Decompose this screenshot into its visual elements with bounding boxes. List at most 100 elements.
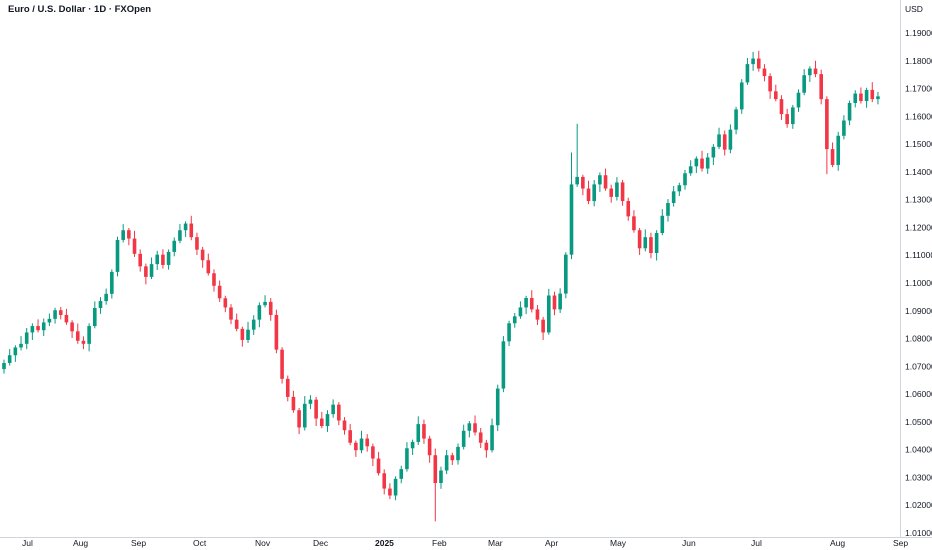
candle [382, 469, 387, 495]
candle [416, 416, 421, 445]
price-tick-label: 1.16000 [905, 111, 932, 121]
candle [98, 297, 103, 314]
candle [847, 100, 852, 126]
candle [620, 179, 625, 206]
candle [581, 174, 585, 196]
candle [161, 249, 165, 269]
candle [575, 123, 579, 187]
candle [257, 302, 262, 328]
candle [779, 95, 784, 120]
time-tick-label: Apr [545, 538, 558, 548]
candle [484, 439, 489, 458]
time-tick-label: 2025 [375, 538, 394, 548]
price-tick-label: 1.02000 [905, 500, 932, 510]
candle [853, 90, 858, 108]
candle [354, 440, 358, 457]
candle [632, 210, 636, 233]
candle [183, 221, 188, 237]
candle [388, 483, 392, 500]
price-tick-label: 1.01000 [905, 528, 932, 538]
candle [47, 313, 52, 327]
candle [217, 280, 222, 302]
candle [359, 430, 364, 454]
candle-series [2, 50, 880, 522]
candle [144, 263, 148, 285]
candle [756, 50, 761, 72]
candle [53, 307, 57, 324]
candle [410, 439, 415, 455]
candle [830, 142, 835, 168]
candle [138, 249, 142, 272]
candle [774, 84, 778, 102]
candle [178, 224, 182, 244]
price-axis[interactable]: 1.19000 1.18000 1.17000 1.16000 1.15000 1.140… [905, 28, 932, 538]
candle [325, 410, 330, 432]
candle [671, 186, 676, 207]
candle [376, 451, 381, 476]
candle [836, 131, 841, 171]
candle [36, 319, 40, 333]
candle [41, 318, 46, 337]
candle [274, 309, 279, 354]
candle [864, 87, 869, 108]
candle [586, 180, 591, 205]
candle [212, 269, 216, 292]
candle [110, 269, 114, 299]
candle [308, 395, 313, 410]
price-tick-label: 1.15000 [905, 139, 932, 149]
candle [87, 323, 91, 352]
candle [467, 421, 472, 438]
candle [819, 69, 823, 105]
price-tick-label: 1.18000 [905, 56, 932, 66]
candle [739, 79, 744, 114]
candle [507, 320, 511, 347]
candle [558, 288, 562, 313]
candle [30, 323, 35, 340]
candle [172, 237, 177, 257]
candle [19, 336, 23, 351]
candle [223, 295, 228, 313]
candle [24, 328, 29, 350]
price-tick-label: 1.07000 [905, 361, 932, 371]
candle [637, 228, 642, 255]
time-tick-label: Jul [22, 538, 33, 548]
candle [371, 443, 375, 467]
time-tick-label: May [610, 538, 627, 548]
chart-legend-title[interactable]: Euro / U.S. Dollar · 1D · FXOpen [8, 4, 152, 15]
candle [711, 144, 716, 165]
candle [825, 96, 829, 175]
candle [81, 336, 86, 350]
candle [626, 197, 631, 221]
candle [751, 51, 755, 71]
time-tick-label: Jun [682, 538, 696, 548]
candle [331, 399, 335, 418]
candle [473, 415, 477, 436]
candle [104, 288, 108, 305]
price-tick-label: 1.06000 [905, 389, 932, 399]
candle [461, 424, 466, 450]
candle [200, 246, 205, 268]
time-tick-label: Feb [432, 538, 447, 548]
time-axis[interactable]: Jul Aug Sep Oct Nov Dec 2025 Feb Mar Apr May Jun Jul… [22, 538, 908, 548]
candle [314, 396, 318, 427]
candle [592, 179, 596, 207]
candle [501, 336, 506, 393]
candle [808, 66, 812, 82]
candle [802, 69, 806, 96]
candle [762, 64, 767, 82]
candle [649, 232, 653, 259]
price-tick-label: 1.17000 [905, 84, 932, 94]
candle [280, 347, 284, 384]
time-tick-label: Mar [488, 538, 503, 548]
candle [422, 419, 426, 444]
candle [785, 108, 789, 128]
candle [450, 452, 455, 465]
candle [132, 230, 137, 257]
candle [229, 304, 233, 325]
time-tick-label: Sep [893, 538, 908, 548]
price-axis-currency-label: USD [905, 4, 923, 14]
price-tick-label: 1.11000 [905, 250, 932, 260]
candle [291, 390, 296, 413]
price-tick-label: 1.09000 [905, 306, 932, 316]
